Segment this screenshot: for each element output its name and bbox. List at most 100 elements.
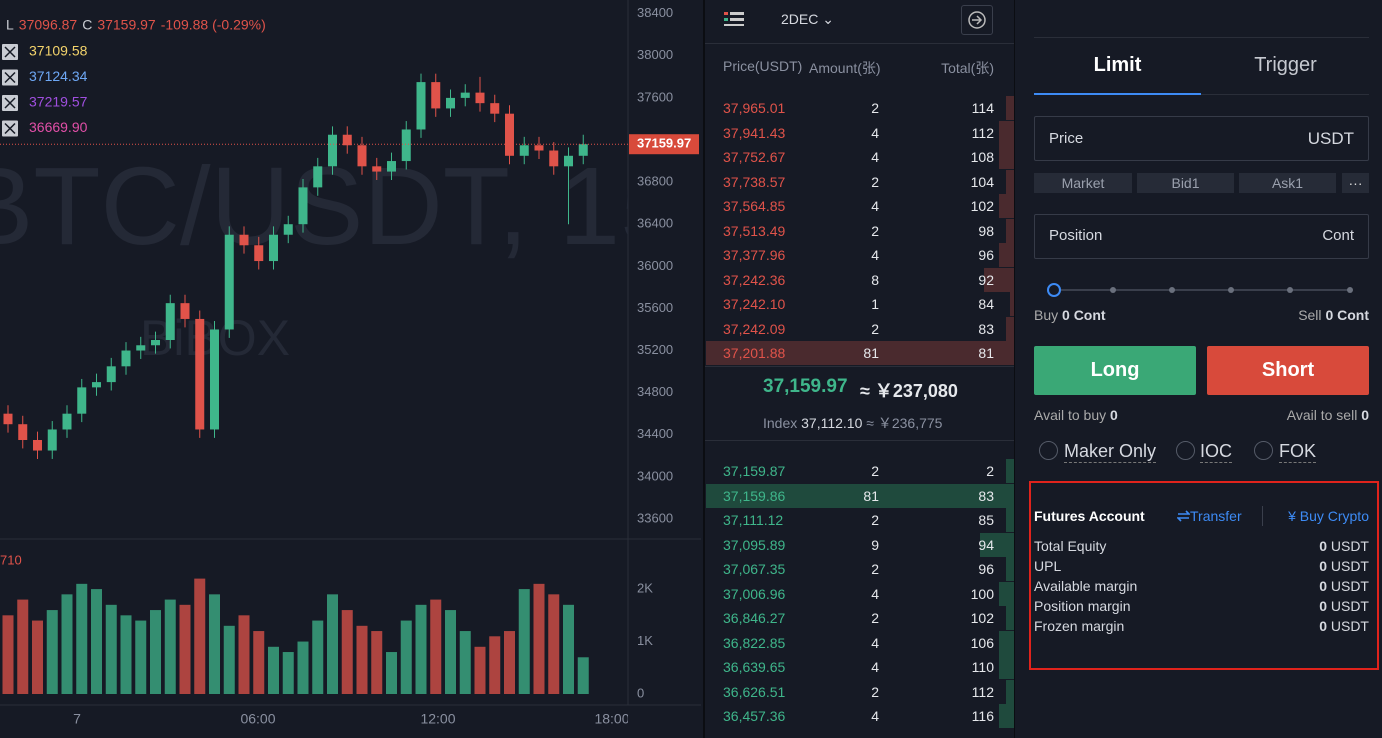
last-price-cny: ≈ ￥237,080 <box>860 381 958 401</box>
volume-bar <box>194 578 206 694</box>
transfer-link[interactable]: Transfer <box>1176 508 1242 524</box>
book-row: 37,242.36 8 92 <box>705 267 1014 292</box>
volume-bar <box>563 604 574 694</box>
quick-button[interactable]: Market <box>1034 173 1132 193</box>
total: 85 <box>978 512 994 528</box>
long-button[interactable]: Long <box>1034 346 1196 395</box>
volume-bar <box>504 631 515 694</box>
total: 96 <box>978 561 994 577</box>
candle-body <box>564 155 573 167</box>
precision: 2DEC <box>781 11 819 27</box>
amount: 2 <box>871 463 879 479</box>
volume-bar <box>533 583 545 694</box>
quick-button[interactable]: Ask1 <box>1239 173 1336 193</box>
last-price-label: 37159.97 <box>637 136 691 151</box>
amount: 4 <box>871 708 879 724</box>
price: 37,242.10 <box>723 296 786 312</box>
book-row: 37,242.10 1 84 <box>705 292 1014 316</box>
price: 36,822.85 <box>723 634 786 651</box>
book-row: 36,626.51 2 112 <box>705 679 1014 704</box>
total: 92 <box>978 271 994 288</box>
order-book: 2DEC ⌄ Price(USDT) Amount(张) Total(张) 37… <box>703 0 1016 738</box>
volume-bar <box>312 620 324 694</box>
candle-body <box>47 429 57 451</box>
y-tick-label: 36800 <box>637 174 673 189</box>
option-label[interactable]: Maker Only <box>1064 441 1157 463</box>
col-header: Amount(张) <box>809 60 881 76</box>
depth-bar <box>998 655 1014 679</box>
option-label[interactable]: IOC <box>1200 441 1233 463</box>
depth-bar <box>998 120 1014 145</box>
amount: 2 <box>871 610 879 626</box>
tab-indicator <box>1034 93 1201 95</box>
total: 112 <box>971 124 994 141</box>
price: 36,626.51 <box>723 683 786 700</box>
candle-body <box>387 161 396 172</box>
depth-bar <box>1006 606 1014 630</box>
transfer-text: Transfer <box>1190 508 1242 524</box>
volume-bar <box>268 646 279 694</box>
buy-crypto-link[interactable]: ¥ Buy Crypto <box>1288 508 1369 524</box>
candle-body <box>490 103 500 114</box>
amount: 4 <box>871 198 879 214</box>
divider <box>705 440 1014 441</box>
depth-bar <box>1006 316 1014 341</box>
more-button[interactable]: ··· <box>1342 173 1369 193</box>
total: 106 <box>970 634 994 651</box>
price: 37,242.09 <box>723 320 786 337</box>
ohlc-header: C <box>82 17 92 33</box>
volume-bar <box>209 594 220 694</box>
quick-button[interactable]: Bid1 <box>1137 173 1234 193</box>
amount: 4 <box>871 659 879 675</box>
candle-body <box>239 234 249 246</box>
slider[interactable] <box>1040 280 1360 300</box>
radio[interactable] <box>1176 441 1195 460</box>
price-input[interactable] <box>1034 116 1369 161</box>
legend-toggle-x <box>4 122 16 135</box>
book-row: 36,822.85 4 106 <box>705 630 1014 655</box>
volume-bar <box>2 615 14 694</box>
depth-bar <box>998 630 1014 655</box>
depth-bar <box>998 194 1014 218</box>
col-header: Total(张) <box>941 60 994 76</box>
radio[interactable] <box>1254 441 1273 460</box>
x-tick-label: 12:00 <box>420 711 455 727</box>
legend-toggle-x <box>4 97 16 109</box>
book-row: 37,201.88 81 81 <box>705 341 1014 365</box>
volume-bar <box>459 631 471 694</box>
total: 114 <box>971 100 994 116</box>
tab[interactable]: Limit <box>1093 54 1142 76</box>
book-row: 37,752.67 4 108 <box>705 145 1014 169</box>
total: 94 <box>978 536 994 553</box>
price: 37,067.35 <box>723 561 786 577</box>
option-label[interactable]: FOK <box>1279 441 1317 463</box>
x-tick-label: 06:00 <box>240 711 275 727</box>
volume-label: 710 <box>0 552 22 567</box>
book-row: 37,941.43 4 112 <box>705 120 1014 145</box>
candle-body <box>77 387 87 414</box>
book-row: 37,159.87 2 2 <box>705 459 1014 483</box>
precision-select[interactable]: 2DEC ⌄ <box>781 11 834 27</box>
total: 81 <box>978 345 994 361</box>
radio[interactable] <box>1039 441 1058 460</box>
amount: 4 <box>871 247 879 263</box>
position-input[interactable] <box>1034 214 1369 259</box>
layout-icon[interactable] <box>724 10 746 28</box>
book-row: 37,738.57 2 104 <box>705 169 1014 194</box>
volume-bar <box>91 589 102 694</box>
y-tick-label: 38400 <box>637 5 673 20</box>
export-button[interactable] <box>961 5 993 35</box>
tab[interactable]: Trigger <box>1254 54 1317 76</box>
short-button[interactable]: Short <box>1207 346 1369 395</box>
x-tick-label: 18:00 <box>594 711 629 727</box>
candle-body <box>519 145 529 156</box>
total: 110 <box>971 659 994 675</box>
index-label: Index <box>763 415 798 431</box>
total: 108 <box>970 149 994 165</box>
candle-body <box>3 413 13 425</box>
depth-bar <box>998 704 1014 728</box>
index-price: 37,112.10 <box>801 415 863 431</box>
amount: 4 <box>871 634 879 651</box>
